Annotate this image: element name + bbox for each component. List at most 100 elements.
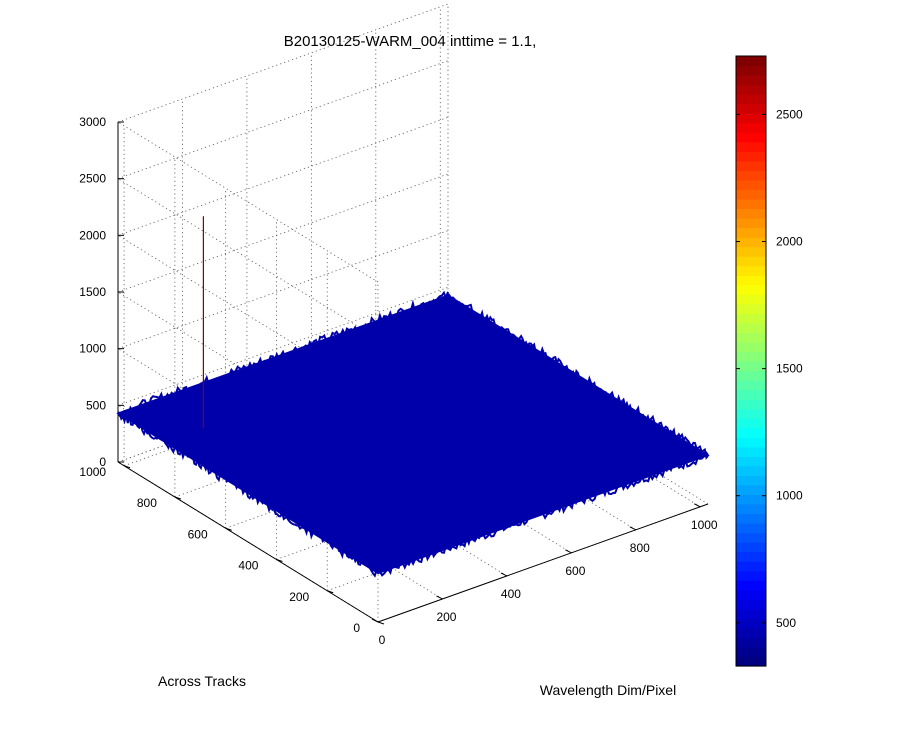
colorbar-band bbox=[736, 313, 766, 324]
colorbar-band bbox=[736, 389, 766, 400]
colorbar-band bbox=[736, 542, 766, 553]
x-tick-mark bbox=[371, 618, 379, 623]
colorbar-band bbox=[736, 179, 766, 191]
colorbar-band bbox=[736, 494, 766, 505]
colorbar-band bbox=[736, 151, 766, 162]
colorbar-band bbox=[736, 256, 766, 267]
y-tick-mark bbox=[327, 590, 334, 594]
colorbar-band bbox=[736, 322, 766, 334]
colorbar-band bbox=[736, 361, 766, 372]
grid-line-back-z bbox=[117, 3, 449, 123]
x-axis-line bbox=[377, 503, 709, 623]
z-tick-label: 0 bbox=[99, 455, 106, 469]
colorbar-band bbox=[736, 237, 766, 248]
chart-title: B20130125-WARM_004 inttime = 1.1, bbox=[284, 33, 537, 50]
colorbar-band bbox=[736, 294, 766, 305]
y-tick-mark bbox=[123, 465, 131, 469]
grid-line-side-z bbox=[117, 178, 379, 340]
colorbar-band bbox=[736, 170, 766, 181]
x-axis-label: Wavelength Dim/Pixel bbox=[540, 682, 676, 698]
x-tick-mark bbox=[629, 526, 637, 531]
colorbar: 500 1000 1500 2000 2500 bbox=[735, 55, 803, 667]
colorbar-band bbox=[736, 656, 766, 667]
colorbar-band bbox=[736, 618, 766, 629]
colorbar-band bbox=[736, 332, 766, 343]
colorbar-band bbox=[736, 218, 766, 229]
grid-line-floor-x bbox=[182, 438, 443, 600]
colorbar-band bbox=[736, 475, 766, 486]
colorbar-band bbox=[736, 513, 766, 524]
surface bbox=[116, 290, 710, 578]
colorbar-ticks: 500 1000 1500 2000 2500 bbox=[736, 107, 803, 630]
colorbar-band bbox=[736, 599, 766, 610]
x-tick-mark bbox=[694, 503, 701, 508]
z-tick-label: 500 bbox=[86, 398, 106, 412]
colorbar-band bbox=[736, 284, 766, 295]
colorbar-band bbox=[736, 208, 766, 219]
surface-edge-noise bbox=[117, 411, 379, 578]
y-axis-line bbox=[117, 461, 379, 623]
colorbar-tick-label: 1000 bbox=[776, 489, 803, 503]
colorbar-band bbox=[736, 570, 766, 581]
colorbar-band bbox=[736, 589, 766, 600]
colorbar-band bbox=[736, 551, 766, 562]
z-tick-label: 3000 bbox=[79, 115, 106, 129]
colorbar-band bbox=[736, 561, 766, 572]
surface-edge-noise bbox=[117, 290, 449, 418]
colorbar-tick-label: 2000 bbox=[776, 235, 803, 249]
x-tick-label: 400 bbox=[501, 587, 521, 601]
x-tick-label: 800 bbox=[630, 541, 650, 555]
colorbar-band bbox=[736, 265, 766, 276]
grid-line-back-z bbox=[117, 173, 449, 293]
colorbar-band bbox=[736, 122, 766, 133]
colorbar-band bbox=[736, 189, 766, 200]
grid-line-floor-x bbox=[447, 343, 709, 505]
colorbar-tick-label: 2500 bbox=[776, 107, 803, 121]
colorbar-band bbox=[736, 580, 766, 591]
x-axis-ticks: 0 200 400 600 800 1000 bbox=[371, 503, 718, 647]
colorbar-band bbox=[736, 275, 766, 286]
surface-edge-noise bbox=[377, 450, 709, 577]
colorbar-band bbox=[736, 198, 766, 210]
colorbar-band bbox=[736, 503, 766, 515]
colorbar-band bbox=[736, 370, 766, 381]
surface-edge-noise bbox=[447, 293, 709, 460]
colorbar-band bbox=[736, 341, 766, 353]
grid-line-floor-x bbox=[375, 369, 637, 531]
colorbar-band bbox=[736, 84, 766, 95]
y-tick-label: 400 bbox=[238, 559, 258, 573]
z-tick-label: 2000 bbox=[79, 228, 106, 242]
grid-line-floor-x bbox=[311, 392, 572, 554]
y-tick-mark bbox=[276, 559, 283, 562]
colorbar-band bbox=[736, 160, 766, 171]
x-tick-mark bbox=[500, 572, 508, 577]
x-tick-label: 600 bbox=[565, 564, 585, 578]
colorbar-band bbox=[736, 523, 766, 534]
colorbar-band bbox=[736, 351, 766, 362]
z-tick-label: 1500 bbox=[79, 285, 106, 299]
colorbar-band bbox=[736, 113, 766, 124]
colorbar-band bbox=[736, 75, 766, 86]
y-tick-mark bbox=[174, 496, 182, 500]
colorbar-band bbox=[736, 484, 766, 496]
colorbar-band bbox=[736, 246, 766, 257]
colorbar-band bbox=[736, 608, 766, 619]
x-tick-label: 1000 bbox=[691, 518, 718, 532]
colorbar-band bbox=[736, 399, 766, 410]
y-axis-ticks: 0 200 400 600 800 1000 bbox=[79, 465, 385, 635]
colorbar-band bbox=[736, 303, 766, 314]
colorbar-frame bbox=[735, 55, 767, 667]
grid-line-side-z bbox=[117, 121, 379, 283]
colorbar-band bbox=[736, 94, 766, 105]
colorbar-band bbox=[736, 132, 766, 143]
colorbar-band bbox=[736, 56, 766, 67]
x-tick-label: 0 bbox=[379, 633, 386, 647]
colorbar-band bbox=[736, 456, 766, 467]
colorbar-band bbox=[736, 141, 766, 152]
colorbar-gradient bbox=[736, 56, 766, 667]
colorbar-band bbox=[736, 418, 766, 429]
z-axis-ticks: 0 500 1000 1500 2000 2500 3000 bbox=[79, 115, 124, 469]
colorbar-tick-label: 500 bbox=[776, 616, 796, 630]
